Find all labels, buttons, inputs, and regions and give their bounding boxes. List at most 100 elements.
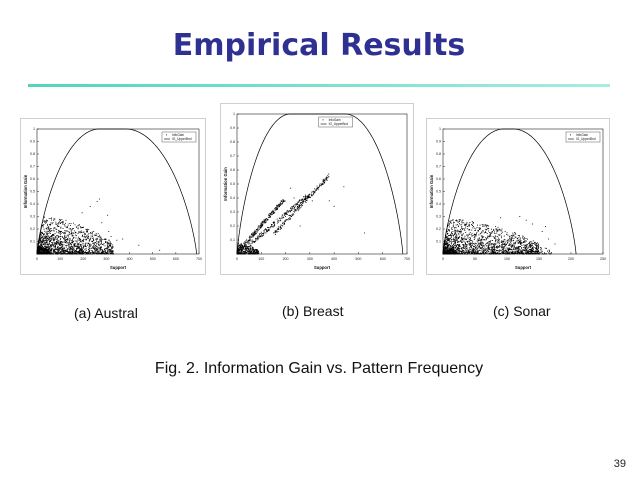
infogain-point [42, 224, 44, 226]
infogain-point [515, 233, 517, 235]
infogain-point [66, 235, 68, 237]
infogain-point [82, 252, 84, 254]
infogain-point [307, 196, 309, 198]
infogain-point [522, 249, 524, 251]
infogain-point [305, 199, 307, 201]
infogain-point [78, 224, 80, 226]
infogain-point [455, 244, 457, 246]
infogain-point [525, 238, 527, 239]
infogain-point [254, 232, 256, 234]
infogain-point [485, 232, 487, 234]
infogain-point [500, 237, 502, 239]
infogain-point [49, 238, 51, 240]
infogain-point [59, 249, 61, 251]
infogain-point [527, 252, 529, 254]
infogain-point [472, 226, 474, 227]
infogain-point [74, 252, 76, 254]
infogain-point [254, 250, 256, 252]
infogain-point [535, 252, 537, 253]
infogain-point [529, 249, 530, 250]
infogain-point [458, 230, 460, 232]
infogain-point [319, 185, 321, 186]
infogain-point [502, 253, 504, 254]
infogain-point [290, 215, 292, 217]
infogain-point [529, 245, 531, 247]
infogain-point [283, 222, 285, 224]
infogain-point [512, 244, 514, 246]
infogain-point [282, 225, 284, 227]
infogain-point [530, 250, 532, 251]
infogain-point [517, 235, 519, 236]
infogain-point [58, 243, 60, 244]
infogain-point [457, 233, 459, 235]
infogain-point [252, 247, 254, 249]
infogain-point [464, 244, 466, 246]
infogain-point [288, 215, 290, 216]
infogain-point [38, 252, 40, 254]
infogain-point [305, 194, 307, 196]
infogain-point [465, 234, 467, 236]
infogain-point [464, 248, 466, 250]
infogain-point [47, 246, 49, 247]
infogain-point [107, 249, 109, 251]
infogain-point [72, 238, 73, 240]
infogain-point [482, 236, 483, 238]
infogain-point [83, 231, 85, 233]
infogain-point [517, 242, 519, 244]
infogain-point [463, 245, 465, 247]
infogain-point [495, 251, 497, 253]
infogain-point [39, 236, 41, 238]
infogain-point [323, 181, 325, 183]
infogain-point [488, 228, 490, 230]
infogain-point [489, 235, 491, 237]
infogain-point [495, 238, 497, 240]
infogain-point [514, 247, 516, 249]
infogain-point [246, 249, 248, 251]
infogain-point [501, 228, 503, 230]
infogain-point [70, 230, 72, 232]
infogain-point [510, 243, 512, 245]
infogain-point [473, 234, 475, 236]
infogain-point [56, 237, 58, 239]
infogain-point [509, 248, 511, 250]
infogain-point [280, 204, 281, 206]
infogain-point [491, 232, 493, 234]
infogain-point [64, 239, 66, 241]
infogain-point [515, 253, 517, 255]
infogain-point [456, 250, 458, 252]
infogain-point [105, 252, 107, 254]
infogain-point [473, 253, 475, 255]
infogain-point [531, 251, 533, 253]
infogain-point [89, 251, 90, 253]
infogain-point [284, 220, 286, 222]
infogain-point [52, 243, 54, 245]
infogain-point [69, 252, 71, 254]
infogain-point [501, 235, 503, 237]
infogain-point [522, 247, 524, 248]
infogain-point [498, 237, 499, 239]
infogain-point [270, 226, 272, 228]
infogain-point [274, 231, 276, 233]
infogain-point [75, 251, 77, 253]
infogain-point [79, 239, 81, 240]
infogain-point [295, 203, 297, 205]
infogain-point [302, 199, 304, 201]
infogain-point [259, 233, 261, 234]
infogain-point [46, 245, 48, 247]
infogain-point [109, 249, 111, 251]
infogain-point [498, 241, 500, 243]
infogain-point [534, 241, 536, 243]
infogain-point [240, 244, 242, 246]
infogain-point [541, 249, 543, 251]
infogain-point [253, 250, 255, 252]
y-tick-label: 0.1 [436, 240, 441, 244]
infogain-point [59, 236, 61, 238]
infogain-point [504, 231, 506, 233]
y-axis-label: Information Gain [223, 167, 228, 201]
infogain-point [454, 243, 456, 244]
infogain-point [50, 228, 52, 230]
infogain-point [57, 232, 59, 234]
infogain-point [450, 239, 452, 241]
infogain-point [459, 219, 461, 221]
infogain-point [45, 222, 47, 224]
